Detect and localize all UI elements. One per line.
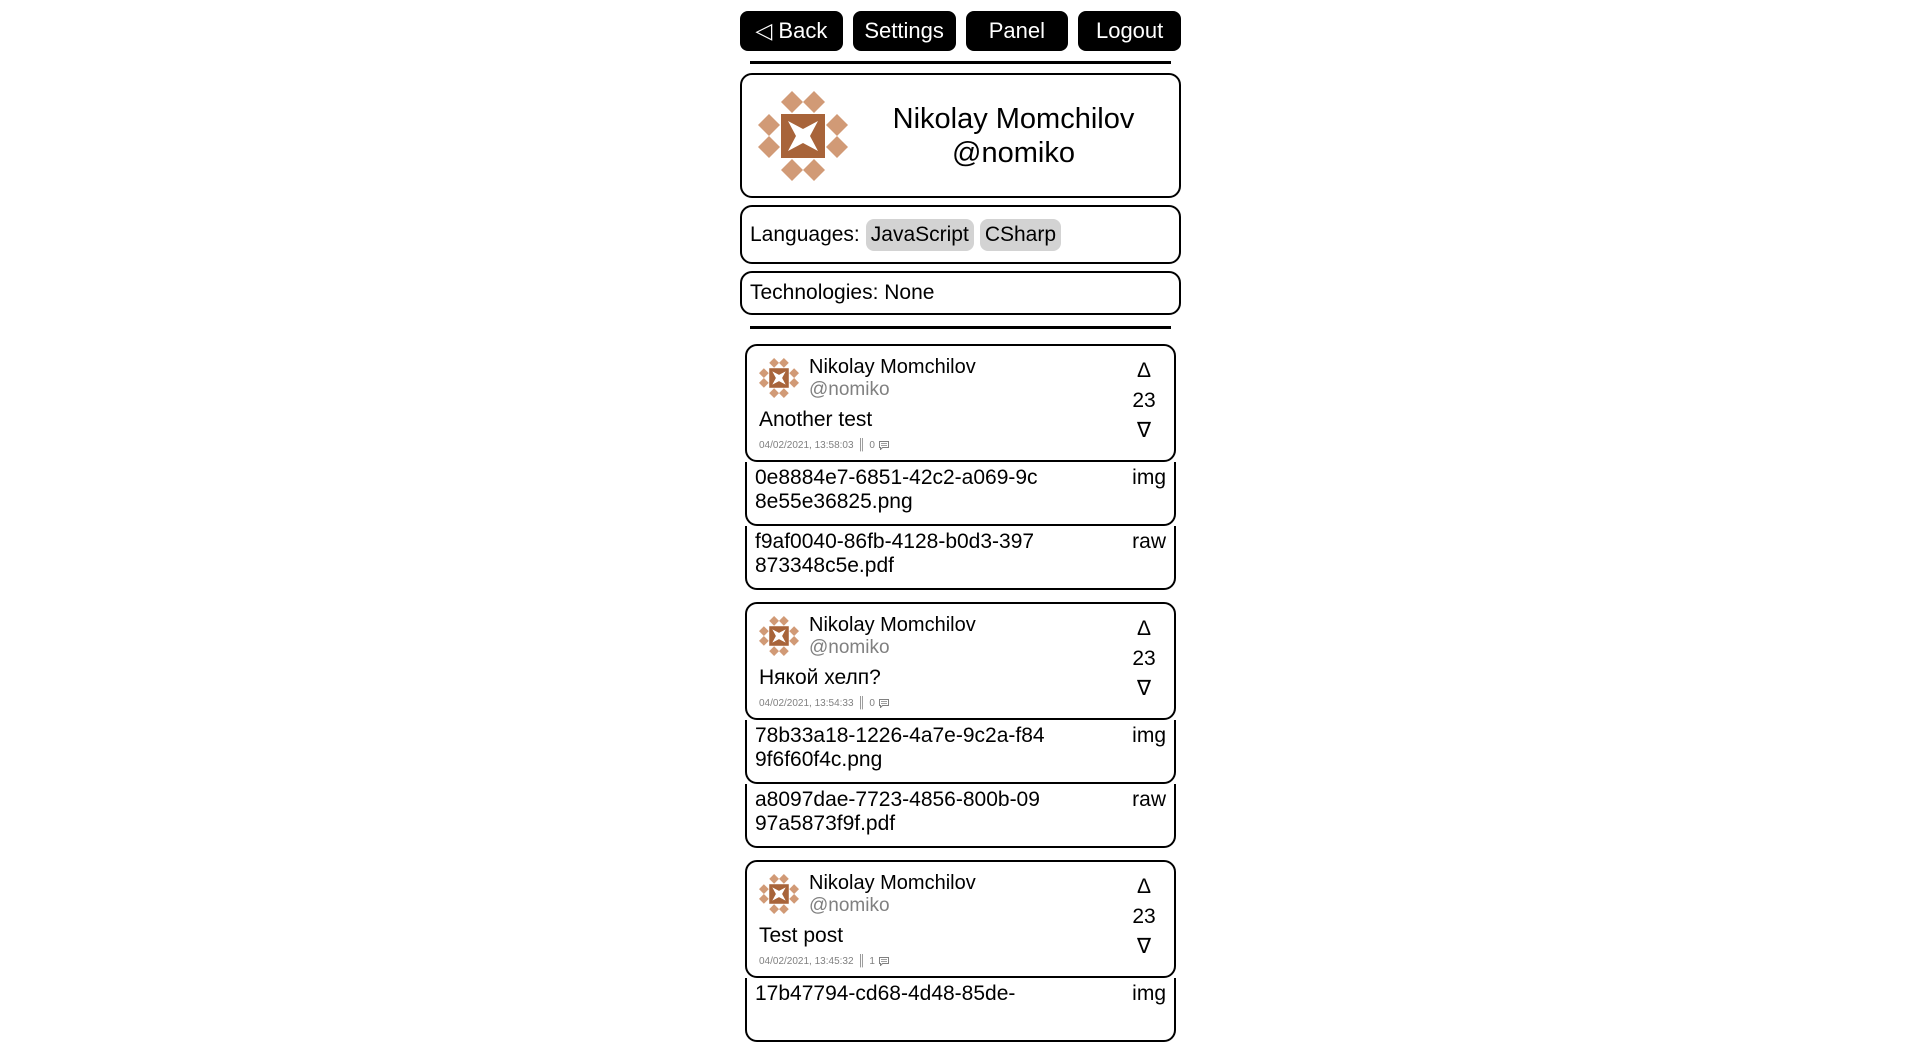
post-author-name[interactable]: Nikolay Momchilov	[809, 356, 976, 378]
comment-icon[interactable]	[878, 440, 889, 450]
post: Nikolay Momchilov @nomiko Някой хелп? 04…	[745, 602, 1176, 848]
upvote-button[interactable]: Δ	[1136, 359, 1152, 382]
post-text: Another test	[759, 408, 873, 431]
post-avatar	[759, 358, 799, 398]
post-author-name[interactable]: Nikolay Momchilov	[809, 872, 976, 894]
post-date: 04/02/2021, 13:45:32	[759, 955, 854, 967]
attachment-name[interactable]: 17b47794-cd68-4d48-85de-	[755, 982, 1016, 1005]
languages-card: Languages: JavaScript CSharp	[740, 205, 1181, 264]
post-author-handle[interactable]: @nomiko	[809, 895, 890, 916]
profile-handle: @nomiko	[952, 136, 1075, 169]
post-header: Nikolay Momchilov @nomiko Test post 04/0…	[745, 860, 1176, 978]
post-avatar	[759, 874, 799, 914]
attachment-name[interactable]: 0e8884e7-6851-42c2-a069-9c8e55e36825.png	[755, 466, 1038, 513]
post: Nikolay Momchilov @nomiko Another test 0…	[745, 344, 1176, 590]
profile-card: Nikolay Momchilov @nomiko	[740, 73, 1181, 198]
post-list: Nikolay Momchilov @nomiko Another test 0…	[740, 344, 1181, 1042]
top-nav: ◁ Back Settings Panel Logout	[740, 11, 1181, 51]
attachment[interactable]: f9af0040-86fb-4128-b0d3-397873348c5e.pdf…	[745, 526, 1176, 590]
vote-box: Δ 23 ∇	[1124, 614, 1164, 704]
post-text: Test post	[759, 924, 844, 947]
attachment[interactable]: 0e8884e7-6851-42c2-a069-9c8e55e36825.png…	[745, 462, 1176, 526]
post-header: Nikolay Momchilov @nomiko Някой хелп? 04…	[745, 602, 1176, 720]
attachment[interactable]: a8097dae-7723-4856-800b-0997a5873f9f.pdf…	[745, 784, 1176, 848]
post: Nikolay Momchilov @nomiko Test post 04/0…	[745, 860, 1176, 1042]
separator: ║	[857, 697, 866, 709]
upvote-button[interactable]: Δ	[1136, 875, 1152, 898]
score: 23	[1132, 647, 1156, 670]
separator: ║	[857, 955, 866, 967]
comment-count[interactable]: 0	[869, 697, 875, 709]
language-tag: CSharp	[979, 218, 1062, 251]
divider	[750, 326, 1171, 329]
post-avatar	[759, 616, 799, 656]
attachment-name[interactable]: a8097dae-7723-4856-800b-0997a5873f9f.pdf	[755, 788, 1040, 835]
downvote-button[interactable]: ∇	[1136, 419, 1152, 442]
comment-icon[interactable]	[878, 956, 889, 966]
attachment-type: img	[1132, 466, 1166, 489]
post-author-handle[interactable]: @nomiko	[809, 379, 890, 400]
page: ◁ Back Settings Panel Logout Nikolay Mom…	[740, 0, 1181, 1042]
post-text: Някой хелп?	[759, 666, 881, 689]
post-author-name[interactable]: Nikolay Momchilov	[809, 614, 976, 636]
back-button[interactable]: ◁ Back	[740, 11, 843, 51]
comment-count[interactable]: 0	[869, 439, 875, 451]
post-date: 04/02/2021, 13:58:03	[759, 439, 854, 451]
downvote-button[interactable]: ∇	[1136, 935, 1152, 958]
attachment-type: raw	[1132, 788, 1166, 811]
vote-box: Δ 23 ∇	[1124, 356, 1164, 446]
attachment[interactable]: 78b33a18-1226-4a7e-9c2a-f849f6f60f4c.png…	[745, 720, 1176, 784]
comment-count[interactable]: 1	[869, 955, 875, 967]
language-tag: JavaScript	[865, 218, 974, 251]
attachment-type: img	[1132, 724, 1166, 747]
settings-button[interactable]: Settings	[852, 11, 956, 51]
post-meta: 04/02/2021, 13:54:33 ║ 0	[759, 697, 889, 709]
score: 23	[1132, 389, 1156, 412]
technologies-card: Technologies: None	[740, 271, 1181, 315]
post-author-handle[interactable]: @nomiko	[809, 637, 890, 658]
attachment-type: img	[1132, 982, 1166, 1005]
comment-icon[interactable]	[878, 698, 889, 708]
technologies-label: Technologies: None	[750, 281, 935, 304]
languages-label: Languages:	[750, 222, 860, 246]
score: 23	[1132, 905, 1156, 928]
upvote-button[interactable]: Δ	[1136, 617, 1152, 640]
divider	[750, 61, 1171, 64]
attachment[interactable]: 17b47794-cd68-4d48-85de- img	[745, 978, 1176, 1042]
post-meta: 04/02/2021, 13:58:03 ║ 0	[759, 439, 889, 451]
separator: ║	[857, 439, 866, 451]
attachment-name[interactable]: 78b33a18-1226-4a7e-9c2a-f849f6f60f4c.png	[755, 724, 1045, 771]
attachment-type: raw	[1132, 530, 1166, 553]
post-meta: 04/02/2021, 13:45:32 ║ 1	[759, 955, 889, 967]
logout-button[interactable]: Logout	[1078, 11, 1181, 51]
attachment-name[interactable]: f9af0040-86fb-4128-b0d3-397873348c5e.pdf	[755, 530, 1035, 577]
panel-button[interactable]: Panel	[965, 11, 1069, 51]
downvote-button[interactable]: ∇	[1136, 677, 1152, 700]
profile-name: Nikolay Momchilov	[892, 102, 1135, 135]
avatar	[758, 90, 848, 181]
profile-names: Nikolay Momchilov @nomiko	[848, 102, 1179, 170]
vote-box: Δ 23 ∇	[1124, 872, 1164, 962]
post-header: Nikolay Momchilov @nomiko Another test 0…	[745, 344, 1176, 462]
post-date: 04/02/2021, 13:54:33	[759, 697, 854, 709]
